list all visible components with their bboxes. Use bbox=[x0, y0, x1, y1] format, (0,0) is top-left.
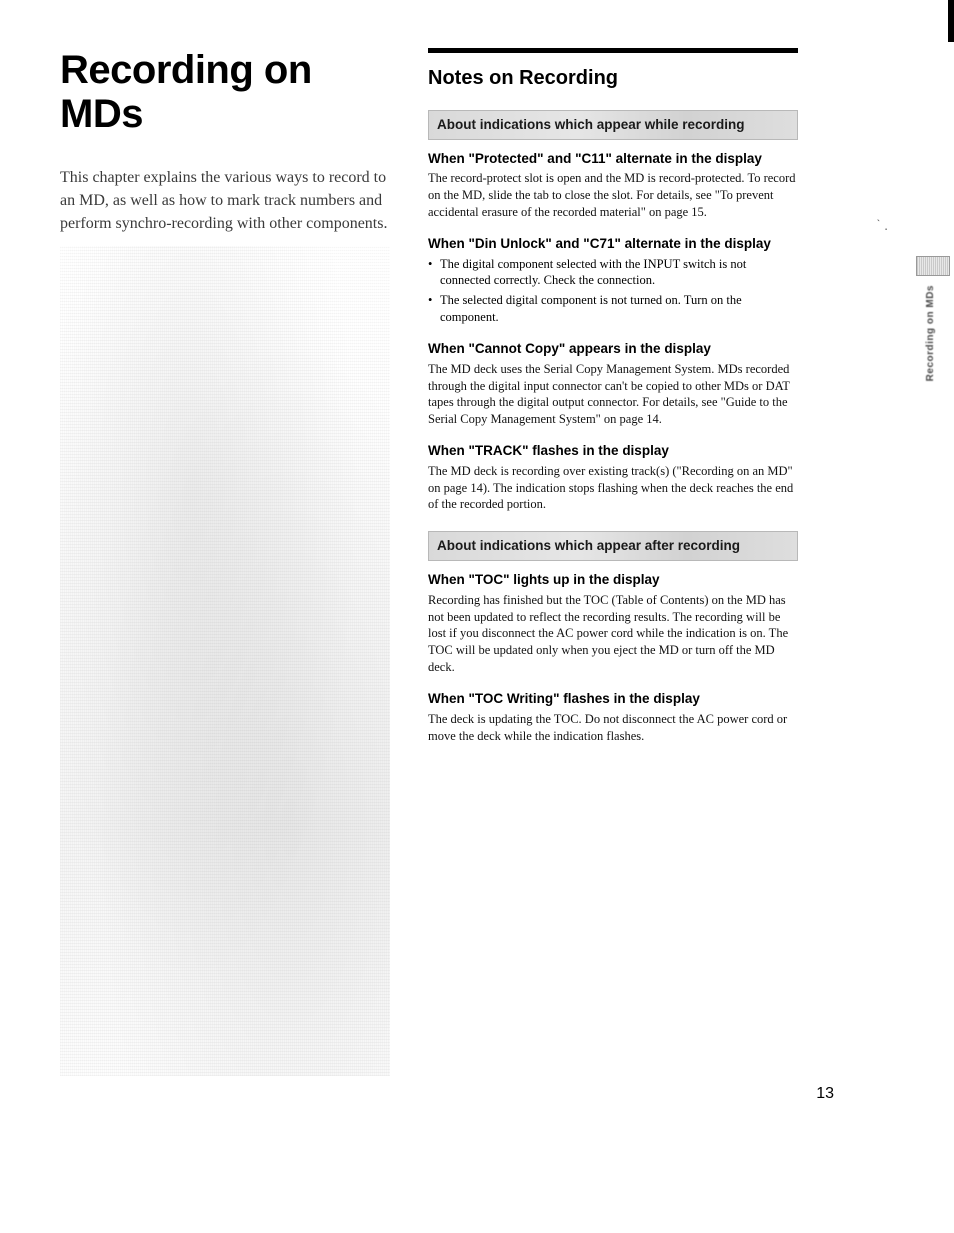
box-header-while-recording: About indications which appear while rec… bbox=[428, 110, 798, 140]
body-cannot-copy: The MD deck uses the Serial Copy Managem… bbox=[428, 361, 798, 429]
left-column: Recording on MDs This chapter explains t… bbox=[60, 40, 390, 1193]
list-item: The digital component selected with the … bbox=[428, 256, 798, 290]
subhead-din-unlock: When "Din Unlock" and "C71" alternate in… bbox=[428, 235, 798, 253]
list-din-unlock: The digital component selected with the … bbox=[428, 256, 798, 327]
chapter-intro: This chapter explains the various ways t… bbox=[60, 166, 390, 236]
body-track: The MD deck is recording over existing t… bbox=[428, 463, 798, 514]
list-item: The selected digital component is not tu… bbox=[428, 292, 798, 326]
subhead-toc-writing: When "TOC Writing" flashes in the displa… bbox=[428, 690, 798, 708]
box-header-after-recording: About indications which appear after rec… bbox=[428, 531, 798, 561]
right-column: Notes on Recording About indications whi… bbox=[428, 40, 798, 1193]
side-tab-marker bbox=[916, 256, 950, 276]
page-container: Recording on MDs This chapter explains t… bbox=[0, 0, 954, 1233]
subhead-track: When "TRACK" flashes in the display bbox=[428, 442, 798, 460]
subhead-cannot-copy: When "Cannot Copy" appears in the displa… bbox=[428, 340, 798, 358]
scan-noise-region bbox=[60, 246, 390, 1076]
body-protected: The record-protect slot is open and the … bbox=[428, 170, 798, 221]
body-toc: Recording has finished but the TOC (Tabl… bbox=[428, 592, 798, 676]
section-divider bbox=[428, 48, 798, 53]
page-number: 13 bbox=[816, 1085, 834, 1103]
subhead-protected: When "Protected" and "C11" alternate in … bbox=[428, 150, 798, 168]
subhead-toc: When "TOC" lights up in the display bbox=[428, 571, 798, 589]
body-toc-writing: The deck is updating the TOC. Do not dis… bbox=[428, 711, 798, 745]
side-vertical-label: Recording on MDs bbox=[925, 285, 936, 381]
chapter-title: Recording on MDs bbox=[60, 48, 390, 136]
section-title: Notes on Recording bbox=[428, 67, 798, 90]
